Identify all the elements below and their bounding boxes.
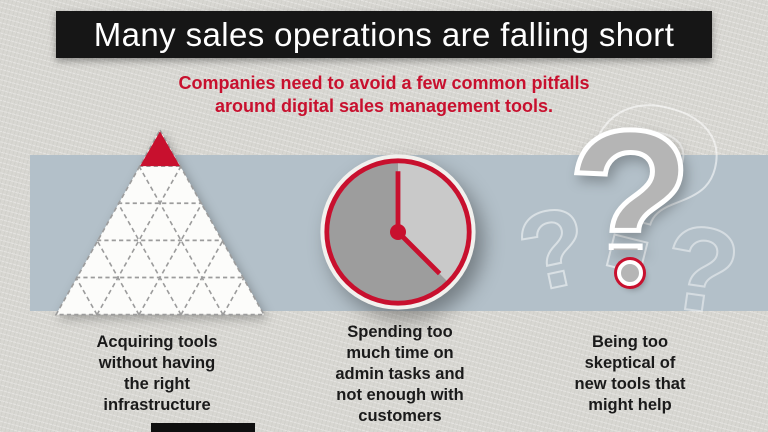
subtitle-line-2: around digital sales management tools. (214, 96, 554, 117)
clock-icon (320, 154, 476, 310)
pyramid-icon (55, 129, 265, 316)
question-mark-dot (617, 260, 643, 286)
caption-line: skeptical of (584, 353, 676, 372)
caption-pitfall-1: Acquiring tools without having the right… (77, 332, 237, 416)
title-banner: Many sales operations are falling short (56, 11, 712, 58)
caption-line: without having (98, 353, 216, 372)
red-apex-triangle (140, 131, 180, 167)
subtitle-line-1: Companies need to avoid a few common pit… (178, 73, 590, 93)
clock-hand-hour (396, 230, 442, 276)
question-mark-body: ? (565, 100, 695, 250)
caption-line: new tools that (574, 374, 686, 393)
footer-tab (151, 423, 255, 432)
clock-center-dot (390, 224, 406, 240)
page-title: Many sales operations are falling short (93, 15, 675, 53)
caption-pitfall-2: Spending too much time on admin tasks an… (320, 322, 480, 427)
caption-line: not enough with (336, 385, 464, 404)
question-mark-icon: ? ? ? ? (507, 41, 753, 342)
caption-line: might help (588, 395, 672, 414)
caption-line: much time on (346, 343, 454, 362)
caption-line: Acquiring tools (96, 333, 218, 351)
caption-line: customers (358, 406, 442, 425)
caption-line: admin tasks and (335, 364, 465, 383)
caption-line: the right (124, 374, 190, 393)
caption-line: infrastructure (103, 395, 211, 414)
caption-line: Spending too (347, 323, 453, 341)
caption-line: Being too (591, 333, 669, 351)
subtitle: Companies need to avoid a few common pit… (0, 72, 768, 119)
caption-pitfall-3: Being too skeptical of new tools that mi… (550, 332, 710, 416)
